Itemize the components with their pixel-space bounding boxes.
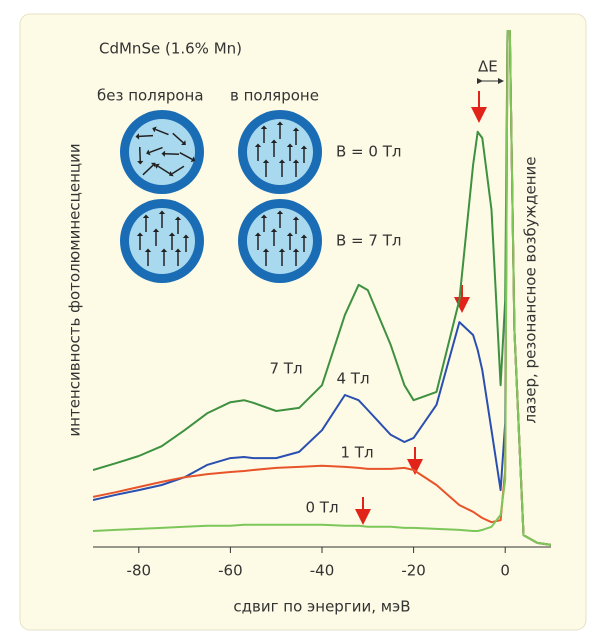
spin-head xyxy=(155,163,160,169)
series-label: 0 Тл xyxy=(305,499,338,517)
spin-head xyxy=(137,160,144,165)
annotation: ΔE xyxy=(478,58,498,76)
spin-head xyxy=(169,171,174,177)
spin-head xyxy=(270,139,278,143)
x-tick-label: -40 xyxy=(310,562,335,580)
x-tick-label: -20 xyxy=(401,562,426,580)
spin xyxy=(164,152,180,156)
spin-head xyxy=(300,145,308,149)
annotation: лазер, резонансное возбуждение xyxy=(522,157,540,424)
spin-head xyxy=(300,234,308,238)
spin-head xyxy=(292,159,300,163)
spin-head xyxy=(260,214,268,218)
spin-head xyxy=(168,232,176,236)
spin xyxy=(142,164,154,176)
spin-head xyxy=(161,150,166,157)
spin-head xyxy=(135,133,140,140)
spin-head xyxy=(160,248,168,252)
series-line xyxy=(93,30,551,546)
spin xyxy=(138,146,142,162)
spin-head xyxy=(286,232,294,236)
spin-head xyxy=(174,216,182,220)
spin xyxy=(172,132,184,144)
spin-head xyxy=(270,228,278,232)
y-axis-label: интенсивность фотолюминесценции xyxy=(66,143,84,436)
spin-head xyxy=(152,228,160,232)
spin-head xyxy=(292,216,300,220)
annotation: без полярона xyxy=(97,87,204,105)
spin-head xyxy=(254,232,262,236)
spin-head xyxy=(152,126,157,133)
series-label: 7 Тл xyxy=(269,360,302,378)
spin-head xyxy=(150,162,156,168)
spin-head xyxy=(144,248,152,252)
annotation: в поляроне xyxy=(230,87,319,105)
icon-core xyxy=(129,119,195,185)
spin xyxy=(149,146,163,154)
spin-head xyxy=(146,149,151,156)
polaron-icons xyxy=(120,110,322,283)
series-label: 1 Тл xyxy=(340,444,373,462)
spin-head xyxy=(174,248,182,252)
spin xyxy=(171,165,185,175)
spin-head xyxy=(286,143,294,147)
spin xyxy=(138,134,154,138)
spin-head xyxy=(278,159,286,163)
spin xyxy=(179,152,193,160)
spin-head xyxy=(136,232,144,236)
spin-head xyxy=(276,121,284,125)
spin-head xyxy=(254,143,262,147)
plot xyxy=(93,30,551,546)
x-tick-label: -60 xyxy=(218,562,243,580)
spin-head xyxy=(260,125,268,129)
series-label: 4 Тл xyxy=(336,370,369,388)
spin-head xyxy=(292,127,300,131)
x-tick-label: -80 xyxy=(127,562,152,580)
spin-head xyxy=(158,210,166,214)
arrows xyxy=(355,91,487,525)
spin-head xyxy=(181,140,186,146)
spin-head xyxy=(276,210,284,214)
annotation: B = 7 Тл xyxy=(336,232,401,250)
chart-title: CdMnSe (1.6% Mn) xyxy=(99,40,242,58)
spin-head xyxy=(190,156,196,163)
annotation: B = 0 Тл xyxy=(336,143,401,161)
spin-head xyxy=(262,248,270,252)
panel xyxy=(19,13,587,631)
spin-head xyxy=(278,248,286,252)
spin xyxy=(155,128,169,136)
x-axis-label: сдвиг по энергии, мэВ xyxy=(233,598,410,616)
x-tick-label: 0 xyxy=(500,562,510,580)
spin-head xyxy=(292,248,300,252)
spin-head xyxy=(142,214,150,218)
spin-head xyxy=(262,159,270,163)
spin xyxy=(157,165,171,175)
spin-head xyxy=(182,234,190,238)
